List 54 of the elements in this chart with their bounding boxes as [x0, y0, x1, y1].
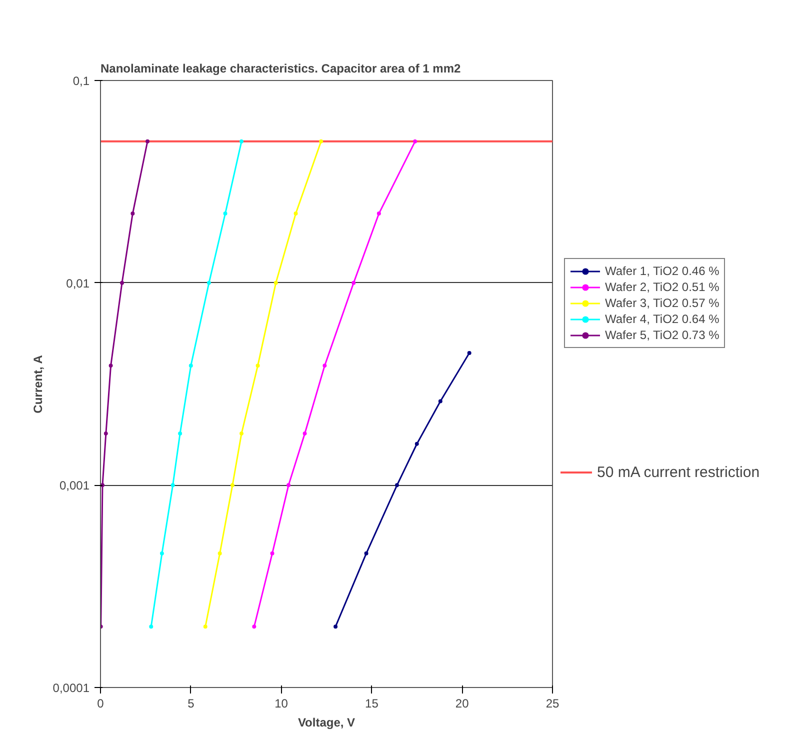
- point: [322, 364, 327, 368]
- point: [334, 624, 338, 629]
- y-tick-label: 0,01: [66, 276, 90, 290]
- point: [376, 212, 381, 216]
- point: [149, 624, 154, 629]
- point: [223, 212, 228, 216]
- y-tick-label: 0,001: [59, 478, 90, 493]
- point: [252, 624, 256, 629]
- point: [218, 551, 222, 556]
- x-tick-label: 20: [455, 696, 470, 710]
- x-tick-label: 0: [97, 696, 104, 710]
- y-axis-title: Current, A: [30, 354, 45, 414]
- x-axis-title: Voltage, V: [298, 716, 356, 730]
- point: [302, 432, 307, 436]
- point: [286, 483, 291, 488]
- point: [270, 551, 274, 556]
- legend-label: Wafer 2, TiO2 0.51 %: [605, 280, 720, 294]
- point: [364, 551, 368, 556]
- point: [319, 139, 324, 144]
- point: [178, 432, 182, 436]
- legend-label: Wafer 5, TiO2 0.73 %: [605, 328, 720, 342]
- chart-title: Nanolaminate leakage characteristics. Capacitor area of 1 mm2: [100, 62, 461, 76]
- point: [120, 280, 124, 285]
- y-tick-label: 0,1: [72, 74, 90, 88]
- legend-label: 50 mA current restriction: [597, 464, 760, 480]
- point: [240, 139, 244, 144]
- point: [230, 483, 234, 488]
- point: [160, 551, 164, 556]
- point: [188, 364, 193, 368]
- point: [352, 280, 356, 285]
- point: [395, 483, 400, 488]
- x-tick-label: 15: [365, 696, 379, 710]
- point: [146, 139, 150, 144]
- point: [414, 442, 419, 446]
- x-tick-label: 5: [188, 696, 195, 710]
- x-tick-label: 10: [274, 696, 288, 710]
- point: [104, 432, 108, 436]
- legend-label: Wafer 1, TiO2 0.46 %: [605, 264, 720, 278]
- legend-label: Wafer 3, TiO2 0.57 %: [605, 296, 720, 310]
- point: [206, 280, 211, 285]
- point: [438, 399, 442, 404]
- point: [294, 212, 298, 216]
- point: [467, 351, 472, 355]
- point: [108, 364, 113, 368]
- point: [130, 212, 135, 216]
- y-tick-label: 0,0001: [52, 681, 90, 695]
- point: [274, 280, 278, 285]
- legend-label: Wafer 4, TiO2 0.64 %: [605, 312, 720, 326]
- point: [170, 483, 175, 488]
- point: [413, 139, 418, 144]
- x-tick-label: 25: [546, 696, 560, 710]
- point: [256, 364, 260, 368]
- point: [203, 624, 208, 629]
- point: [240, 432, 244, 436]
